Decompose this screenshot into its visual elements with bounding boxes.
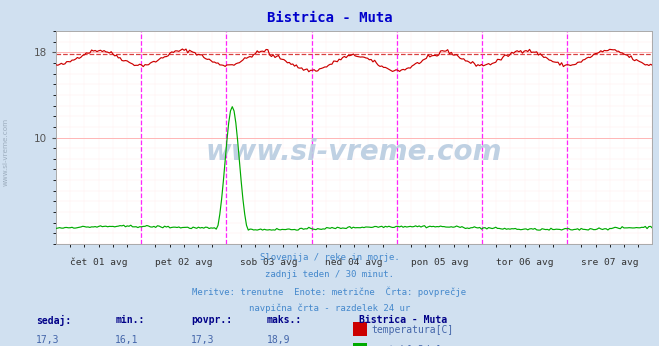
Text: min.:: min.:: [115, 315, 145, 325]
Text: sedaj:: sedaj:: [36, 315, 71, 326]
Text: Bistrica - Muta: Bistrica - Muta: [267, 11, 392, 25]
Text: pretok[m3/s]: pretok[m3/s]: [371, 345, 442, 346]
Text: čet 01 avg: čet 01 avg: [70, 258, 127, 267]
Text: pet 02 avg: pet 02 avg: [155, 258, 213, 267]
Text: sre 07 avg: sre 07 avg: [581, 258, 639, 267]
Text: 17,3: 17,3: [191, 335, 215, 345]
Text: Meritve: trenutne  Enote: metrične  Črta: povprečje: Meritve: trenutne Enote: metrične Črta: …: [192, 286, 467, 297]
Text: maks.:: maks.:: [267, 315, 302, 325]
Text: 16,1: 16,1: [115, 335, 139, 345]
Text: ned 04 avg: ned 04 avg: [326, 258, 383, 267]
Text: Bistrica - Muta: Bistrica - Muta: [359, 315, 447, 325]
Text: temperatura[C]: temperatura[C]: [371, 325, 453, 335]
Text: www.si-vreme.com: www.si-vreme.com: [2, 118, 9, 186]
Text: tor 06 avg: tor 06 avg: [496, 258, 554, 267]
Text: pon 05 avg: pon 05 avg: [411, 258, 468, 267]
Text: 17,3: 17,3: [36, 335, 60, 345]
Text: navpična črta - razdelek 24 ur: navpična črta - razdelek 24 ur: [249, 303, 410, 312]
Text: 18,9: 18,9: [267, 335, 291, 345]
Text: zadnji teden / 30 minut.: zadnji teden / 30 minut.: [265, 270, 394, 279]
Text: Slovenija / reke in morje.: Slovenija / reke in morje.: [260, 253, 399, 262]
Text: sob 03 avg: sob 03 avg: [241, 258, 298, 267]
Text: www.si-vreme.com: www.si-vreme.com: [206, 138, 502, 166]
Text: povpr.:: povpr.:: [191, 315, 232, 325]
